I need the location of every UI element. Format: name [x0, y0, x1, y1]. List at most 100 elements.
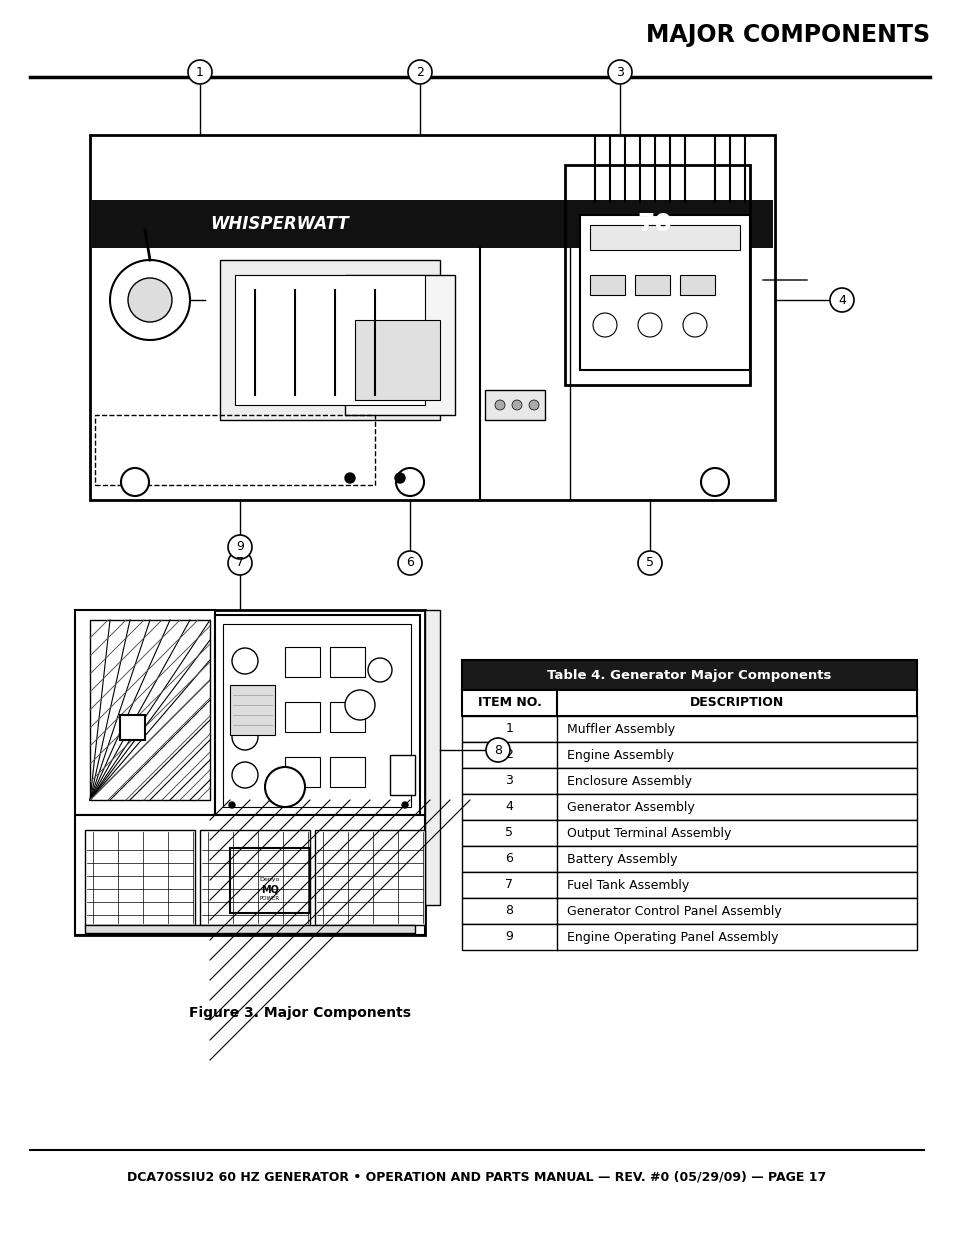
Bar: [85, 925, 415, 932]
Bar: [589, 225, 740, 249]
Text: Engine Assembly: Engine Assembly: [566, 748, 673, 762]
Bar: [285, 757, 319, 787]
Text: Muffler Assembly: Muffler Assembly: [566, 722, 675, 736]
Text: WHISPERWATT: WHISPERWATT: [211, 215, 349, 233]
Bar: [564, 165, 749, 385]
Circle shape: [638, 551, 661, 576]
Circle shape: [232, 648, 257, 674]
Text: Fuel Tank Assembly: Fuel Tank Assembly: [566, 878, 688, 892]
Circle shape: [529, 400, 538, 410]
Circle shape: [593, 312, 617, 337]
Bar: [345, 275, 455, 415]
Bar: [461, 690, 916, 716]
Circle shape: [265, 767, 305, 806]
Bar: [90, 620, 210, 800]
Bar: [461, 794, 916, 820]
Text: 2: 2: [505, 748, 513, 762]
Bar: [90, 135, 774, 500]
Text: DCA70SSIU2 60 HZ GENERATOR • OPERATION AND PARTS MANUAL — REV. #0 (05/29/09) — P: DCA70SSIU2 60 HZ GENERATOR • OPERATION A…: [128, 1171, 825, 1183]
Text: 4: 4: [837, 294, 845, 306]
Circle shape: [368, 658, 392, 682]
Text: Enclosure Assembly: Enclosure Assembly: [566, 774, 691, 788]
Text: MAJOR COMPONENTS: MAJOR COMPONENTS: [645, 23, 929, 47]
Bar: [461, 742, 916, 768]
Bar: [461, 924, 916, 950]
Bar: [230, 848, 310, 913]
Circle shape: [607, 61, 631, 84]
Text: 70: 70: [637, 212, 672, 236]
Bar: [234, 275, 424, 405]
Circle shape: [395, 468, 423, 496]
Bar: [95, 415, 375, 485]
Text: 7: 7: [235, 557, 244, 569]
Text: POWER: POWER: [259, 897, 280, 902]
Circle shape: [495, 400, 504, 410]
Text: 5: 5: [645, 557, 654, 569]
Text: MQ: MQ: [261, 885, 278, 895]
Bar: [285, 701, 319, 732]
Circle shape: [232, 685, 257, 713]
Circle shape: [228, 535, 252, 559]
Bar: [200, 830, 310, 925]
Circle shape: [401, 802, 408, 808]
Circle shape: [128, 278, 172, 322]
Bar: [75, 610, 214, 815]
Text: 1: 1: [505, 722, 513, 736]
Text: Figure 3. Major Components: Figure 3. Major Components: [189, 1007, 411, 1020]
Text: Battery Assembly: Battery Assembly: [566, 852, 677, 866]
Text: 6: 6: [505, 852, 513, 866]
Text: Table 4. Generator Major Components: Table 4. Generator Major Components: [547, 668, 831, 682]
Bar: [91, 200, 772, 248]
Circle shape: [829, 288, 853, 312]
Circle shape: [188, 61, 212, 84]
Circle shape: [121, 468, 149, 496]
Text: 9: 9: [505, 930, 513, 944]
Bar: [330, 701, 365, 732]
Bar: [461, 659, 916, 690]
Bar: [461, 820, 916, 846]
Bar: [285, 647, 319, 677]
Circle shape: [228, 551, 252, 576]
Text: 8: 8: [494, 743, 501, 757]
Circle shape: [408, 61, 432, 84]
Bar: [223, 624, 411, 806]
Circle shape: [229, 802, 234, 808]
Circle shape: [397, 551, 421, 576]
Text: 6: 6: [406, 557, 414, 569]
Text: Engine Operating Panel Assembly: Engine Operating Panel Assembly: [566, 930, 778, 944]
Bar: [589, 275, 624, 295]
Text: 4: 4: [505, 800, 513, 814]
Text: 3: 3: [616, 65, 623, 79]
Text: 9: 9: [235, 541, 244, 553]
Text: Generator Assembly: Generator Assembly: [566, 800, 694, 814]
Bar: [461, 898, 916, 924]
Bar: [461, 846, 916, 872]
Circle shape: [395, 473, 405, 483]
Bar: [461, 716, 916, 742]
Text: 1: 1: [196, 65, 204, 79]
Circle shape: [485, 739, 510, 762]
Circle shape: [110, 261, 190, 340]
Bar: [424, 610, 439, 905]
Text: Generator Control Panel Assembly: Generator Control Panel Assembly: [566, 904, 781, 918]
Bar: [214, 615, 419, 815]
Text: 7: 7: [505, 878, 513, 892]
Circle shape: [512, 400, 521, 410]
Bar: [390, 755, 415, 795]
Bar: [220, 261, 439, 420]
Bar: [679, 275, 714, 295]
Text: Denyo: Denyo: [259, 878, 280, 883]
Text: 2: 2: [416, 65, 423, 79]
Text: ITEM NO.: ITEM NO.: [477, 697, 541, 709]
Circle shape: [700, 468, 728, 496]
Bar: [461, 872, 916, 898]
Bar: [579, 215, 749, 370]
Text: DESCRIPTION: DESCRIPTION: [689, 697, 783, 709]
Circle shape: [345, 690, 375, 720]
Bar: [330, 647, 365, 677]
Bar: [75, 815, 424, 935]
Circle shape: [232, 724, 257, 750]
Circle shape: [345, 473, 355, 483]
Bar: [355, 320, 439, 400]
Text: 3: 3: [505, 774, 513, 788]
